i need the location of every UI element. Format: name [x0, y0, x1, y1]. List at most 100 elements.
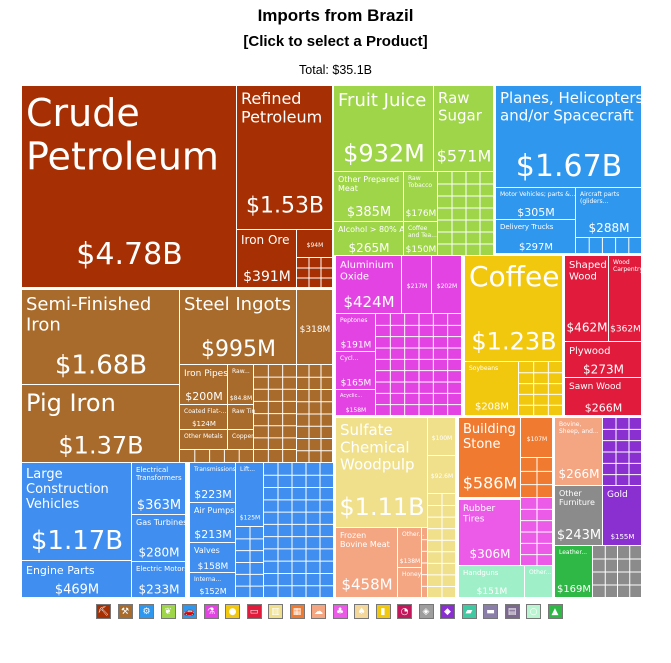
- bottle-icon[interactable]: ▮: [375, 604, 391, 619]
- tile-iron-ore[interactable]: [237, 230, 296, 287]
- tile-rubber-tires[interactable]: [459, 500, 520, 565]
- tile-iron-pipes[interactable]: [180, 365, 227, 404]
- tile-value: $266M: [585, 401, 623, 414]
- tile-label: Gas Turbines: [136, 518, 187, 527]
- tile-product[interactable]: [428, 418, 455, 455]
- tile-steel-ingots[interactable]: [180, 290, 296, 364]
- tile-sawn-wood[interactable]: [565, 378, 641, 415]
- tile-building-stone[interactable]: [459, 418, 520, 497]
- tile-product[interactable]: [402, 256, 431, 313]
- wood-icon[interactable]: ▥: [268, 604, 283, 619]
- tire-icon[interactable]: ○: [526, 604, 541, 619]
- tile-coffee[interactable]: [465, 256, 562, 361]
- tile-large-construction-vehicles[interactable]: [22, 463, 131, 560]
- tile-acyclic[interactable]: [336, 390, 375, 415]
- tile-air-pumps[interactable]: [190, 503, 235, 542]
- tile-value: $1.67B: [516, 149, 622, 184]
- tile-peptones[interactable]: [336, 314, 375, 351]
- tile-raw-tobacco[interactable]: [404, 172, 437, 221]
- tile-semi-finished-iron[interactable]: [22, 290, 179, 384]
- treemap-filler-tile[interactable]: [180, 450, 253, 462]
- tile-pig-iron[interactable]: [22, 385, 179, 462]
- pick-icon[interactable]: ⛏: [96, 604, 111, 619]
- book-icon[interactable]: ▤: [504, 604, 520, 619]
- tile-electric-motors[interactable]: [132, 562, 185, 597]
- tile-lift[interactable]: [236, 463, 263, 526]
- tile-sulfate-chemical-woodpulp[interactable]: [336, 418, 427, 527]
- tile-value: $158M: [198, 562, 229, 572]
- tile-product[interactable]: [521, 418, 552, 457]
- tile-label: Frozen: [340, 531, 366, 540]
- tile-delivery-trucks[interactable]: [496, 220, 575, 253]
- tile-other-metals[interactable]: [180, 430, 227, 449]
- tile-aluminium-oxide[interactable]: [336, 256, 401, 313]
- tile-value: $424M: [343, 293, 394, 311]
- box-icon[interactable]: ◈: [418, 604, 434, 619]
- tile-plywood[interactable]: [565, 342, 641, 377]
- tile-cycl[interactable]: [336, 352, 375, 389]
- tile-planes-helicopters-and-or-spacecraft[interactable]: [496, 86, 641, 187]
- tile-product[interactable]: [297, 290, 332, 364]
- gem-icon[interactable]: ◆: [440, 604, 455, 619]
- stone-icon[interactable]: ▦: [289, 604, 305, 619]
- anvil-icon[interactable]: ⚒: [117, 604, 133, 619]
- tile-raw-tin[interactable]: [228, 405, 253, 429]
- tile-soybeans[interactable]: [465, 362, 518, 415]
- gear-icon[interactable]: ⚙: [139, 604, 154, 619]
- tile-other[interactable]: [398, 528, 421, 567]
- wine-icon[interactable]: ♣: [332, 604, 348, 619]
- tile-leather[interactable]: [555, 546, 592, 597]
- tile-motor-vehicles-parts[interactable]: [496, 188, 575, 219]
- tile-value: $202M: [437, 283, 457, 290]
- select-product-link[interactable]: [Click to select a Product]: [243, 33, 428, 50]
- ticket-icon[interactable]: ▭: [246, 604, 262, 619]
- tile-crude-petroleum[interactable]: [22, 86, 236, 287]
- treemap-filler-tile[interactable]: [519, 362, 562, 415]
- treemap-filler-tile[interactable]: [254, 365, 296, 449]
- tile-raw[interactable]: [228, 365, 253, 404]
- tile-copper[interactable]: [228, 430, 253, 449]
- tile-valves[interactable]: [190, 543, 235, 572]
- car-icon[interactable]: 🚗: [182, 604, 197, 619]
- apple-icon[interactable]: ●: [225, 604, 240, 619]
- tile-coffee-and-tea[interactable]: [404, 222, 437, 255]
- treemap-filler-tile[interactable]: [254, 450, 296, 462]
- shoe-icon[interactable]: ▰: [461, 604, 477, 619]
- tile-handguns[interactable]: [459, 566, 524, 597]
- tile-interna[interactable]: [190, 573, 235, 597]
- tile-wood-carpentry[interactable]: [609, 256, 641, 341]
- tile-frozen-bovine-meat[interactable]: [336, 528, 397, 597]
- tile-other-furniture[interactable]: [555, 486, 602, 545]
- tile-other[interactable]: [525, 566, 552, 597]
- tile-electrical-transformers[interactable]: [132, 463, 185, 514]
- tile-raw-sugar[interactable]: [434, 86, 493, 171]
- tile-engine-parts[interactable]: [22, 561, 131, 597]
- treemap-filler-tile[interactable]: [264, 463, 333, 597]
- tile-honey[interactable]: [398, 568, 421, 597]
- gauge-icon[interactable]: ◔: [397, 604, 412, 619]
- tile-product[interactable]: [297, 230, 332, 257]
- treemap-filler-tile[interactable]: [297, 258, 332, 287]
- tile-product[interactable]: [428, 456, 455, 493]
- tshirt-icon[interactable]: ▲: [547, 604, 563, 619]
- tile-other-prepared-meat[interactable]: [334, 172, 403, 221]
- total-label: Total: $35.1B: [299, 63, 372, 77]
- tile-coated-flat[interactable]: [180, 405, 227, 429]
- tile-aircraft-parts-gliders[interactable]: [576, 188, 641, 237]
- tile-gold[interactable]: [603, 486, 641, 545]
- tile-refined-petroleum[interactable]: [237, 86, 332, 229]
- sofa-icon[interactable]: ▬: [483, 604, 498, 619]
- treemap-filler-tile[interactable]: [576, 238, 641, 253]
- sheep-icon[interactable]: ☁: [311, 604, 326, 619]
- tile-gas-turbines[interactable]: [132, 515, 185, 561]
- tile-shaped-wood[interactable]: [565, 256, 608, 341]
- tile-fruit-juice[interactable]: [334, 86, 433, 171]
- tile-bovine-sheep-and[interactable]: [555, 418, 602, 485]
- tile-product[interactable]: [432, 256, 461, 313]
- tile-transmissions[interactable]: [190, 463, 235, 502]
- flask-icon[interactable]: ⚗: [203, 604, 219, 619]
- shirt-icon[interactable]: ♠: [354, 604, 369, 619]
- leaf-icon[interactable]: ❦: [160, 604, 176, 619]
- tile-alcohol-80-abv[interactable]: [334, 222, 403, 255]
